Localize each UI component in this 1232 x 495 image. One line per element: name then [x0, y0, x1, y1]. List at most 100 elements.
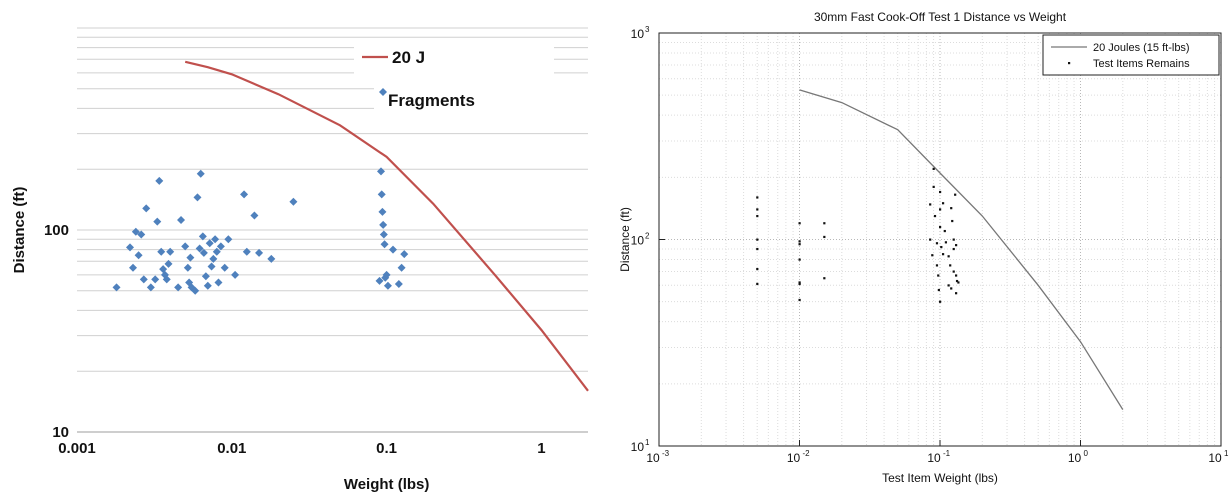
fragment-point [378, 207, 387, 216]
fragment-point [209, 254, 218, 263]
test-item-point [952, 238, 955, 241]
test-item-point [756, 208, 759, 211]
test-item-point [939, 300, 942, 303]
fragment-point [240, 190, 249, 199]
test-item-point [823, 235, 826, 239]
fragment-point [250, 211, 259, 220]
fragment-point [220, 263, 229, 272]
fragment-point [131, 227, 140, 236]
fragment-point [186, 253, 195, 262]
y-tick-label: 10 [631, 27, 645, 41]
test-item-point [823, 277, 826, 280]
legend-diamond-swatch [379, 88, 387, 96]
fragment-point [157, 247, 166, 256]
test-item-point [798, 240, 801, 243]
fragment-point [242, 247, 251, 256]
fragment-point [380, 240, 389, 249]
series-line-20j [184, 60, 589, 392]
fragment-point [255, 248, 264, 257]
test-item-point [932, 167, 935, 170]
fragment-point [134, 251, 143, 260]
x-tick-label: 10 [646, 451, 660, 465]
fragment-point [174, 283, 183, 292]
fragment-point [196, 169, 205, 178]
legend-label-fragments: Fragments [388, 91, 475, 110]
fragment-point [166, 247, 175, 256]
fragment-point [126, 243, 135, 252]
y-tick-exponent: 2 [645, 232, 650, 241]
y-axis-title: Distance (ft) [618, 207, 632, 272]
test-item-point [943, 229, 946, 233]
series-line-20-joules [799, 89, 1124, 410]
test-item-point [939, 190, 942, 194]
test-item-point [823, 222, 826, 225]
test-item-point [798, 243, 801, 246]
fragment-point [224, 235, 233, 244]
x-tick-label: 0.1 [376, 440, 397, 457]
test-item-point [955, 292, 958, 295]
test-item-point [756, 247, 759, 251]
y-tick-label: 100 [44, 222, 69, 239]
fragment-point [212, 247, 221, 256]
fragment-point [139, 275, 148, 284]
fragment-point [289, 197, 298, 206]
y-tick-exponent: 1 [645, 438, 650, 447]
test-item-point [939, 208, 942, 211]
test-item-point [756, 214, 759, 218]
test-item-point [950, 287, 953, 290]
fragment-point [376, 167, 385, 176]
test-item-point [937, 288, 940, 292]
fragment-point [205, 239, 214, 248]
test-item-point [932, 185, 935, 188]
chart-title: 30mm Fast Cook-Off Test 1 Distance vs We… [814, 10, 1067, 24]
fragment-point [397, 263, 406, 272]
fragment-point [162, 275, 171, 284]
fragment-point [377, 190, 386, 199]
fragment-point [383, 281, 392, 290]
test-item-point [947, 284, 950, 287]
test-item-point [952, 247, 955, 251]
fragment-point [382, 270, 391, 279]
y-tick-label: 10 [631, 234, 645, 248]
test-item-point [798, 298, 801, 302]
fragment-point [207, 262, 216, 271]
y-tick-label: 10 [631, 440, 645, 454]
legend-label-20-joules: 20 Joules (15 ft-lbs) [1093, 42, 1190, 54]
fragment-point [211, 235, 220, 244]
y-tick-label: 10 [52, 424, 69, 441]
test-item-point [950, 207, 953, 210]
fragment-point [394, 280, 403, 289]
fragment-point [203, 281, 212, 290]
test-item-point [957, 281, 960, 284]
fragment-point [193, 193, 202, 202]
fragment-point [155, 176, 164, 185]
fragment-point [400, 250, 409, 259]
test-item-point [954, 193, 957, 196]
test-item-point [756, 282, 759, 286]
x-tick-exponent: -2 [803, 449, 811, 458]
fragment-point [267, 254, 276, 263]
fragment-point [375, 276, 384, 285]
fragment-point [112, 283, 121, 292]
fragment-point [379, 230, 388, 239]
fragment-point [214, 278, 223, 287]
test-item-point [944, 241, 948, 244]
fragment-point [199, 248, 208, 257]
x-tick-exponent: -1 [943, 449, 951, 458]
fragment-point [146, 283, 155, 292]
fragment-point [183, 263, 192, 272]
fragment-point [201, 272, 210, 281]
test-item-point [933, 214, 937, 218]
test-item-point [931, 254, 934, 257]
test-item-point [798, 281, 801, 284]
fragment-point [137, 230, 146, 239]
x-tick-label: 10 [787, 451, 801, 465]
x-tick-label: 10 [1208, 451, 1222, 465]
test-item-point [756, 267, 759, 271]
fragment-point [128, 263, 137, 272]
x-tick-exponent: -3 [662, 449, 670, 458]
test-item-point [955, 279, 959, 283]
x-tick-label: 0.001 [58, 440, 96, 457]
